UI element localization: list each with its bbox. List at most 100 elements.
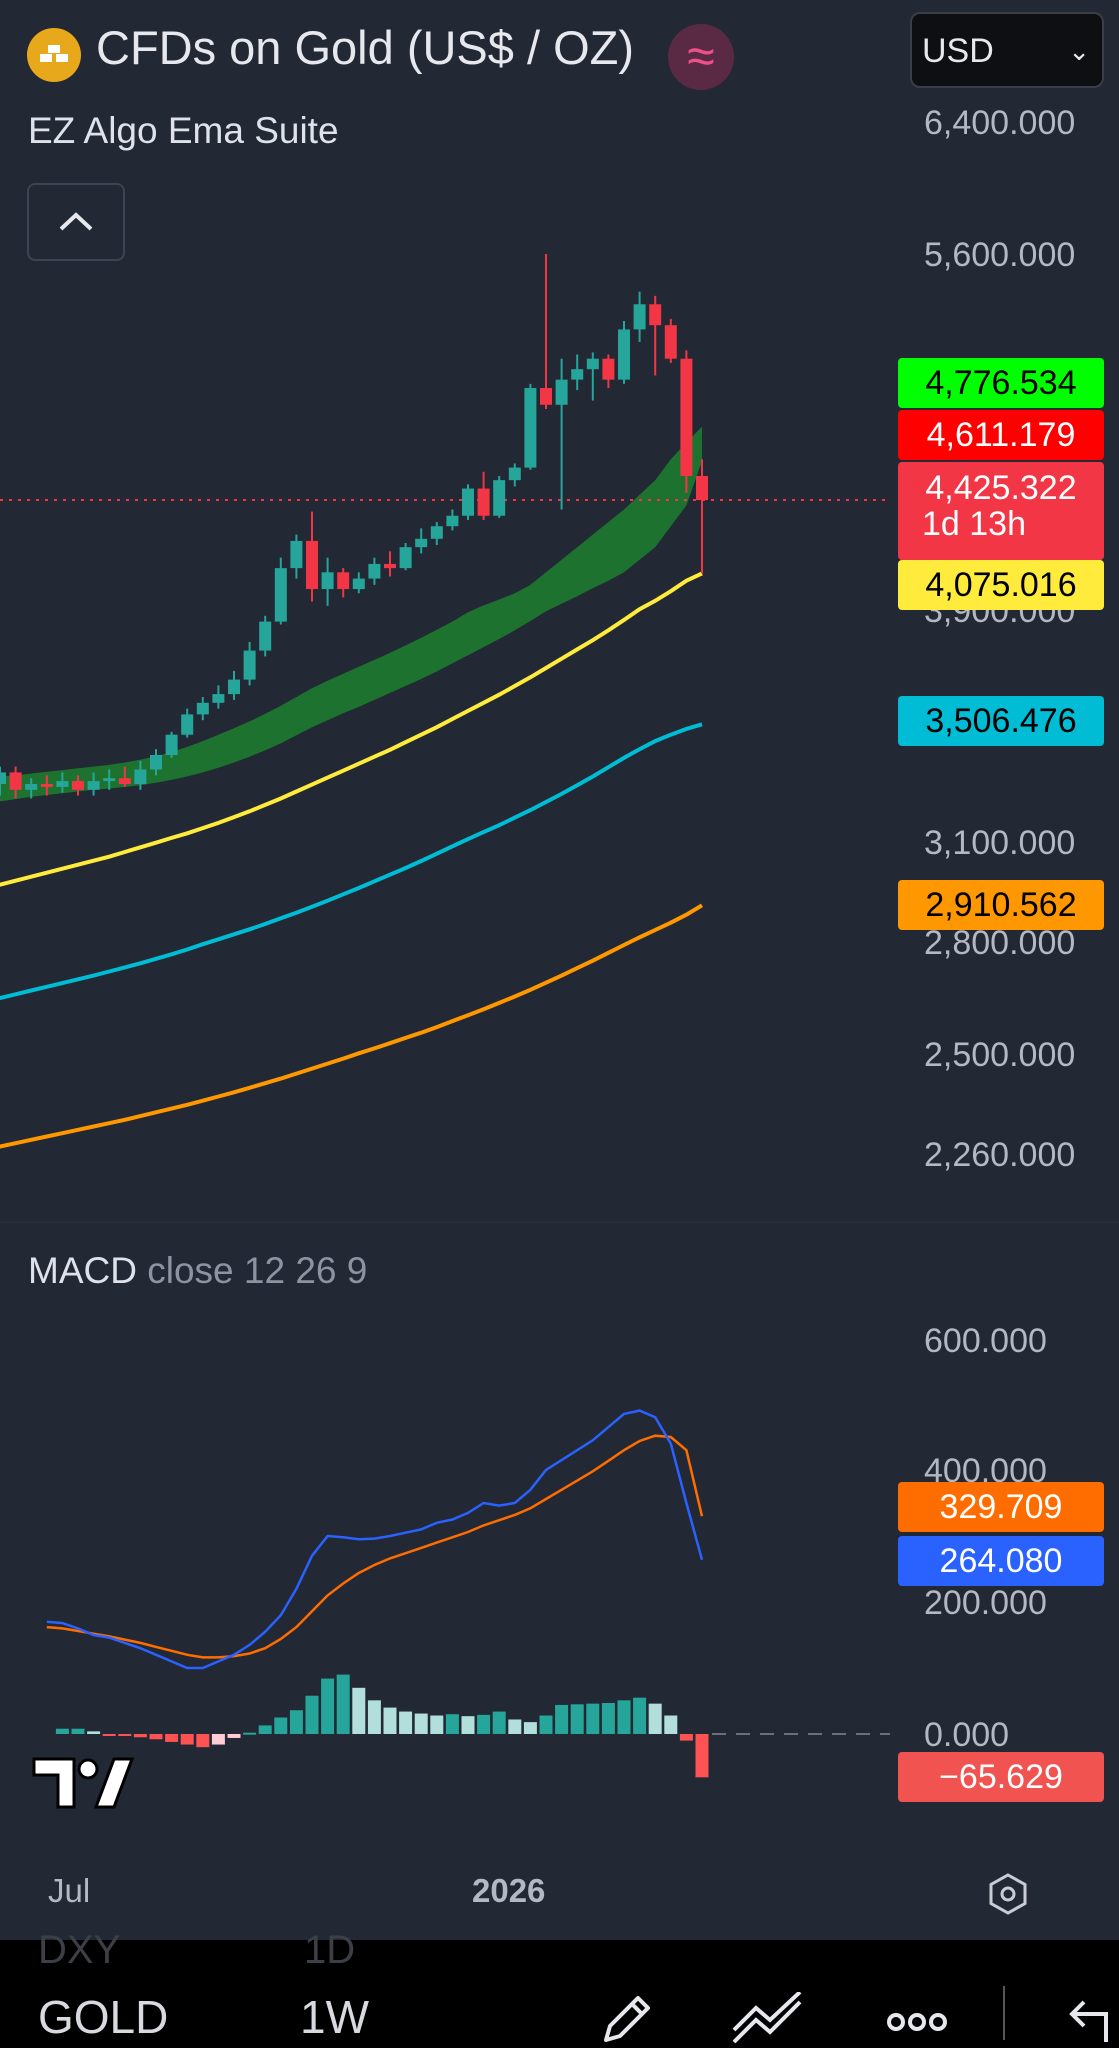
candle-body bbox=[430, 526, 443, 539]
candle-body bbox=[321, 572, 334, 590]
chevron-up-icon bbox=[59, 212, 93, 231]
macd-indicator-label[interactable]: MACD close 12 26 9 bbox=[28, 1250, 367, 1292]
ema-band-fill bbox=[0, 426, 702, 802]
bottom-toolbar bbox=[0, 1940, 1119, 2048]
candle-body bbox=[540, 388, 552, 405]
collapse-button[interactable] bbox=[27, 183, 125, 261]
macd-histogram-bar bbox=[352, 1687, 366, 1734]
macd-histogram-bar bbox=[399, 1711, 413, 1734]
candle-body bbox=[196, 702, 209, 715]
candle-body bbox=[25, 784, 38, 790]
macd-histogram-bar bbox=[492, 1711, 506, 1734]
candle-body bbox=[40, 784, 53, 787]
macd-histogram-bar bbox=[633, 1697, 647, 1734]
candle-body bbox=[181, 714, 194, 735]
candle-body bbox=[118, 778, 131, 784]
pencil-icon[interactable] bbox=[596, 1992, 656, 2048]
macd-histogram-bar bbox=[289, 1710, 303, 1734]
price-axis-label: 5,600.000 bbox=[924, 236, 1076, 274]
macd-histogram-bar bbox=[118, 1734, 132, 1736]
last-price-tag: 4,425.322 1d 13h bbox=[898, 462, 1104, 560]
macd-histogram-bar bbox=[664, 1715, 678, 1734]
candle-body bbox=[352, 578, 365, 590]
macd-line-tag: 264.080 bbox=[898, 1536, 1104, 1586]
macd-histogram-bar bbox=[211, 1734, 225, 1745]
candle-body bbox=[306, 540, 318, 590]
macd-histogram-bar bbox=[180, 1734, 194, 1745]
macd-histogram-bar bbox=[445, 1714, 459, 1734]
candle-body bbox=[696, 475, 708, 501]
candle-body bbox=[165, 734, 178, 755]
macd-histogram-bar bbox=[149, 1734, 163, 1740]
macd-histogram-bar bbox=[196, 1734, 210, 1748]
macd-histogram-bar bbox=[570, 1704, 584, 1734]
macd-histogram-bar bbox=[71, 1728, 85, 1734]
candle-body bbox=[72, 781, 84, 790]
candle-body bbox=[680, 358, 693, 476]
wave-icon[interactable]: ≈ bbox=[668, 24, 734, 90]
macd-histogram-bar bbox=[133, 1734, 147, 1738]
indicator-label[interactable]: EZ Algo Ema Suite bbox=[28, 110, 339, 151]
candle-body bbox=[477, 488, 490, 516]
candle-body bbox=[633, 304, 646, 330]
candle-body bbox=[446, 515, 459, 527]
candle-body bbox=[571, 369, 584, 380]
macd-histogram-bar bbox=[508, 1719, 522, 1734]
macd-histogram-bar bbox=[555, 1704, 569, 1734]
currency-value: USD bbox=[922, 32, 994, 70]
candle-body bbox=[150, 755, 162, 770]
macd-histogram-bar bbox=[165, 1734, 179, 1742]
macd-histogram-bar bbox=[243, 1732, 257, 1735]
signal-line-tag: 329.709 bbox=[898, 1482, 1104, 1532]
ema-orange-tag: 2,910.562 bbox=[898, 880, 1104, 930]
candle-body bbox=[524, 388, 537, 468]
macd-histogram-bar bbox=[414, 1713, 428, 1734]
candle-body bbox=[9, 772, 22, 790]
price-chart-area[interactable] bbox=[0, 0, 1119, 1940]
macd-histogram-bar bbox=[617, 1700, 631, 1734]
ema-yellow-line bbox=[0, 571, 703, 887]
candle-body bbox=[337, 572, 350, 590]
toolbar-divider bbox=[1003, 1986, 1005, 2040]
symbol-button[interactable]: GOLD bbox=[38, 1991, 169, 2043]
macd-line bbox=[46, 1409, 704, 1670]
candle-body bbox=[259, 621, 272, 651]
macd-histogram-bar bbox=[679, 1734, 693, 1741]
interval-button[interactable]: 1W bbox=[300, 1991, 369, 2043]
macd-histogram-bar bbox=[336, 1674, 350, 1734]
candle-body bbox=[103, 778, 116, 782]
macd-histogram-bar bbox=[523, 1722, 537, 1734]
candle-body bbox=[508, 467, 521, 481]
macd-histogram-bar bbox=[321, 1678, 335, 1734]
trend-line-icon[interactable] bbox=[730, 1992, 806, 2048]
gold-bars-icon bbox=[27, 28, 81, 82]
ema-cyan-line bbox=[0, 722, 703, 1001]
time-axis-label: Jul bbox=[48, 1872, 91, 1909]
candle-body bbox=[415, 538, 428, 548]
candle-body bbox=[602, 358, 615, 380]
price-axis-label: 2,500.000 bbox=[924, 1036, 1076, 1074]
ema-yellow-tag: 4,075.016 bbox=[898, 560, 1104, 610]
candle-body bbox=[56, 781, 69, 787]
macd-histogram-bar bbox=[367, 1700, 381, 1734]
macd-histogram-bar bbox=[586, 1703, 600, 1734]
candle-body bbox=[212, 694, 225, 703]
currency-select[interactable]: USD ⌄ bbox=[910, 12, 1104, 88]
macd-histogram-bar bbox=[102, 1734, 116, 1736]
macd-axis-label: 200.000 bbox=[924, 1584, 1047, 1622]
candle-body bbox=[274, 568, 287, 622]
more-dots-icon[interactable] bbox=[884, 1992, 950, 2048]
time-axis-label: 2026 bbox=[472, 1872, 546, 1909]
settings-hexagon-icon[interactable] bbox=[986, 1872, 1030, 1916]
ema-cyan-tag: 3,506.476 bbox=[898, 696, 1104, 746]
histogram-tag: −65.629 bbox=[898, 1752, 1104, 1802]
candle-body bbox=[664, 325, 677, 359]
ema-band-upper-tag: 4,776.534 bbox=[898, 358, 1104, 408]
symbol-title[interactable]: CFDs on Gold (US$ / OZ) bbox=[96, 21, 634, 74]
macd-histogram-bar bbox=[258, 1725, 272, 1734]
macd-histogram-bar bbox=[430, 1715, 444, 1734]
candle-body bbox=[228, 679, 240, 695]
candle-body bbox=[384, 563, 396, 569]
undo-arrow-icon[interactable] bbox=[1066, 1992, 1116, 2048]
tradingview-logo-icon bbox=[32, 1757, 134, 1809]
